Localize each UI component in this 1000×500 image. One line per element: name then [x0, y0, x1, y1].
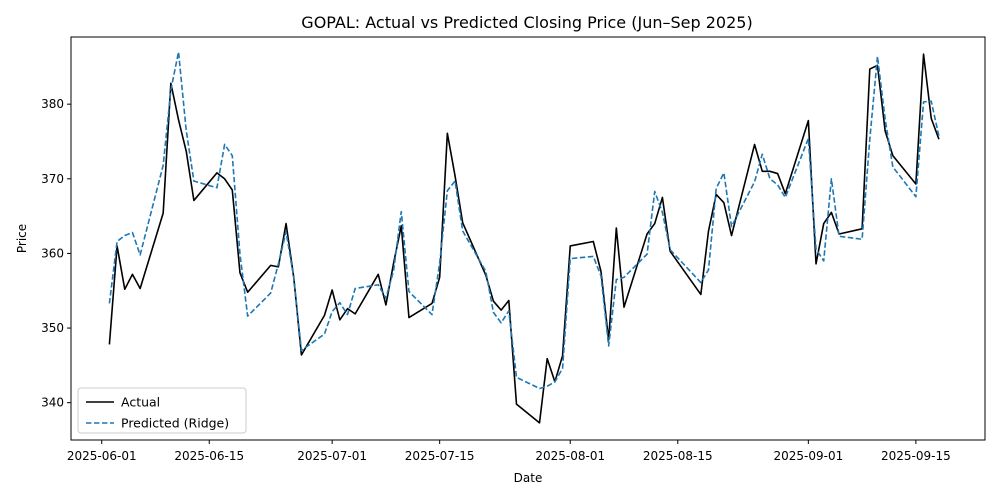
x-tick-label: 2025-09-15 — [881, 449, 951, 463]
legend-box — [77, 387, 247, 434]
legend-label-predicted-ridge: Predicted (Ridge) — [121, 416, 229, 431]
legend: Actual Predicted (Ridge) — [77, 387, 247, 434]
x-tick-label: 2025-08-15 — [643, 449, 713, 463]
plot-frame — [70, 36, 986, 441]
y-tick-label: 360 — [41, 246, 64, 260]
x-tick-label: 2025-06-01 — [67, 449, 137, 463]
chart-title: GOPAL: Actual vs Predicted Closing Price… — [301, 13, 752, 32]
y-tick-label: 370 — [41, 172, 64, 186]
x-tick-label: 2025-09-01 — [773, 449, 843, 463]
x-axis-label: Date — [514, 471, 543, 485]
y-axis-label: Price — [15, 224, 29, 253]
y-tick-label: 350 — [41, 321, 64, 335]
y-tick-label: 340 — [41, 396, 64, 410]
series-line-predicted-ridge — [108, 51, 940, 390]
x-tick-label: 2025-08-01 — [535, 449, 605, 463]
y-axis: 340 350 360 370 380 — [41, 97, 71, 410]
y-tick-label: 380 — [41, 97, 64, 111]
x-tick-label: 2025-07-15 — [405, 449, 475, 463]
x-axis: 2025-06-01 2025-06-15 2025-07-01 2025-07-15… — [67, 440, 951, 463]
legend-label-actual: Actual — [121, 395, 160, 410]
series-line-actual — [108, 53, 940, 424]
x-tick-label: 2025-07-01 — [297, 449, 367, 463]
x-tick-label: 2025-06-15 — [174, 449, 244, 463]
series-layer — [108, 51, 940, 424]
